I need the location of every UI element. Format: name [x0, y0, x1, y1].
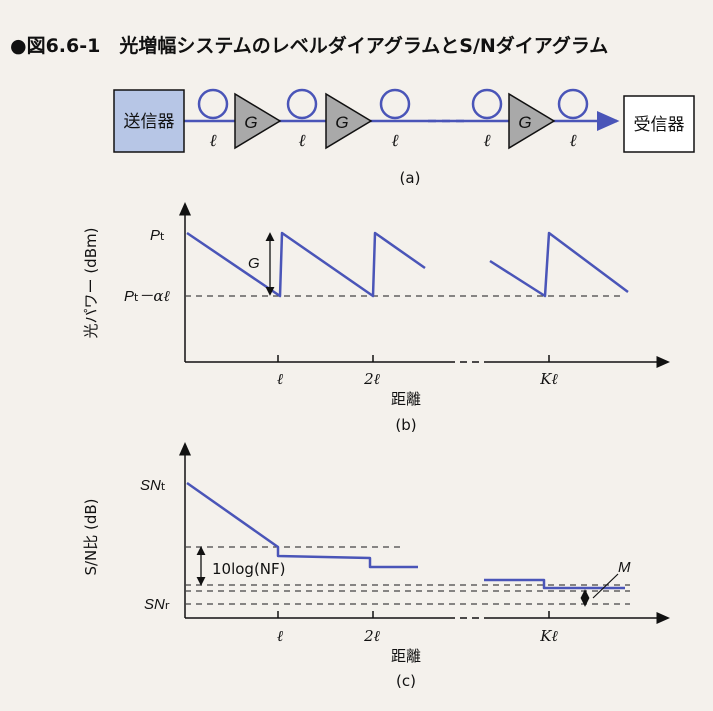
panel-b-y-title: 光パワー (dBm) — [82, 228, 100, 339]
transmitter-box — [113, 89, 185, 153]
panel-a: 送信器 受信器 ℓ ℓ ℓ ℓ ℓ G G G (a) — [113, 88, 695, 187]
amplifier-2 — [325, 92, 373, 150]
panel-b-tick-label-1: ℓ — [277, 370, 283, 388]
amplifier-label-1: G — [244, 113, 257, 132]
margin-label: M — [618, 559, 631, 576]
span-label-1: ℓ — [209, 131, 216, 151]
span-label-5: ℓ — [569, 131, 576, 151]
panel-b-label-pt-alpha-l: Pt－αℓ — [124, 287, 170, 305]
nf-label: 10log(NF) — [212, 560, 286, 578]
amplifier-1 — [234, 92, 282, 150]
power-sawtooth-2 — [489, 231, 629, 298]
panel-b-x-title: 距離 — [391, 390, 421, 408]
panel-c-tick-label-3: Kℓ — [539, 627, 557, 645]
panel-a-caption: (a) — [400, 169, 421, 187]
transmitter-label: 送信器 — [124, 112, 175, 132]
panel-c-y-title: S/N比 (dB) — [82, 498, 100, 575]
span-label-4: ℓ — [483, 131, 490, 151]
panel-b-caption: (b) — [395, 416, 416, 434]
fiber-spool-4 — [471, 88, 503, 120]
fiber-spool-3 — [379, 88, 411, 120]
panel-b-label-pt: Pt — [150, 227, 165, 244]
amplifier-3 — [508, 92, 556, 150]
amplifier-label-2: G — [335, 113, 348, 132]
figure-title: ●図6.6-1 光増幅システムのレベルダイアグラムとS/Nダイアグラム — [10, 34, 608, 57]
fiber-spool-1 — [197, 88, 229, 120]
snr-curve-1 — [186, 481, 418, 569]
receiver-box — [623, 95, 695, 153]
margin-leader — [592, 573, 619, 599]
power-sawtooth-1 — [186, 231, 426, 298]
span-label-2: ℓ — [298, 131, 305, 151]
span-label-3: ℓ — [391, 131, 398, 151]
panel-b: G Pt Pt－αℓ 光パワー (dBm) ℓ 2ℓ Kℓ 距離 (b) — [82, 202, 670, 434]
panel-b-tick-label-3: Kℓ — [539, 370, 557, 388]
panel-c-tick-label-1: ℓ — [277, 627, 283, 645]
panel-c-caption: (c) — [396, 672, 416, 690]
panel-c-tick-label-2: 2ℓ — [363, 627, 380, 645]
fiber-spool-2 — [286, 88, 318, 120]
amplifier-label-3: G — [518, 113, 531, 132]
panel-c: 10log(NF) M SNt SNr S/N比 (dB) ℓ 2ℓ Kℓ 距離… — [82, 442, 670, 690]
panel-c-label-snr: SNr — [144, 596, 170, 613]
panel-b-tick-label-2: 2ℓ — [363, 370, 380, 388]
panel-c-x-title: 距離 — [391, 647, 421, 665]
gain-label: G — [248, 255, 260, 272]
fiber-spool-5 — [557, 88, 589, 120]
receiver-label: 受信器 — [634, 115, 685, 135]
panel-c-label-snt: SNt — [140, 477, 166, 494]
snr-curve-2 — [484, 578, 625, 590]
